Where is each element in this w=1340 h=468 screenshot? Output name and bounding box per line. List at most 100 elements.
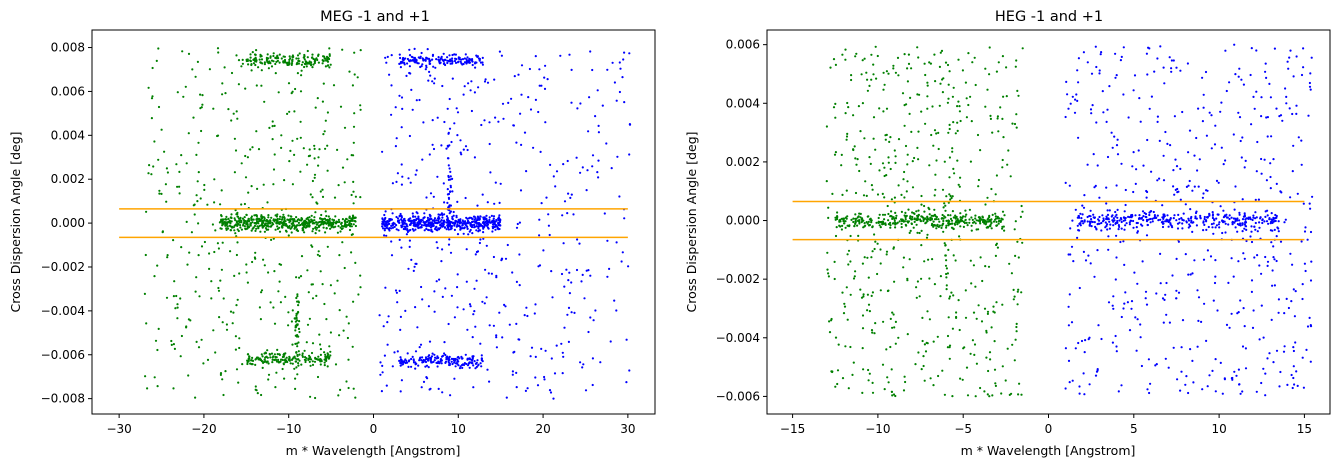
- scatter-point: [1250, 230, 1253, 233]
- scatter-point: [279, 301, 282, 304]
- scatter-point: [1214, 124, 1217, 127]
- scatter-point: [220, 189, 223, 192]
- scatter-point: [841, 224, 844, 227]
- scatter-point: [224, 92, 227, 95]
- scatter-point: [1266, 135, 1269, 138]
- scatter-point: [475, 54, 478, 57]
- scatter-point: [348, 222, 351, 225]
- scatter-point: [328, 53, 331, 56]
- scatter-point: [872, 137, 875, 140]
- scatter-point: [1292, 288, 1295, 291]
- scatter-point: [901, 218, 904, 221]
- scatter-point: [872, 116, 876, 119]
- scatter-point: [1190, 219, 1193, 222]
- scatter-point: [854, 213, 857, 216]
- scatter-point: [315, 294, 318, 297]
- scatter-point: [234, 149, 238, 152]
- scatter-point: [417, 223, 420, 227]
- scatter-point: [456, 200, 459, 203]
- scatter-point: [308, 317, 311, 320]
- scatter-point: [286, 63, 289, 66]
- scatter-point: [359, 286, 362, 289]
- scatter-point: [933, 129, 937, 132]
- scatter-point: [434, 66, 437, 69]
- scatter-point: [854, 222, 857, 225]
- scatter-point: [381, 364, 384, 367]
- scatter-point: [288, 358, 291, 361]
- scatter-point: [1175, 165, 1179, 168]
- scatter-point: [1074, 98, 1077, 101]
- scatter-point: [1162, 154, 1165, 157]
- scatter-point: [463, 57, 466, 60]
- scatter-point: [834, 116, 837, 119]
- scatter-point: [948, 193, 951, 196]
- scatter-point: [260, 84, 263, 87]
- scatter-point: [854, 220, 857, 223]
- scatter-point: [1136, 282, 1139, 285]
- scatter-point: [966, 394, 970, 397]
- scatter-point: [1255, 216, 1258, 219]
- scatter-point: [621, 251, 624, 254]
- scatter-point: [305, 224, 308, 228]
- scatter-point: [153, 275, 156, 278]
- scatter-point: [296, 61, 299, 65]
- scatter-point: [495, 225, 499, 228]
- scatter-point: [951, 95, 955, 98]
- scatter-point: [591, 68, 594, 72]
- scatter-point: [984, 67, 987, 70]
- scatter-point: [425, 64, 428, 67]
- scatter-point: [873, 332, 876, 335]
- scatter-point: [450, 360, 453, 363]
- scatter-point: [986, 196, 989, 199]
- scatter-point: [1264, 394, 1267, 397]
- scatter-point: [1292, 349, 1295, 353]
- scatter-point: [271, 138, 274, 141]
- scatter-point: [1275, 182, 1278, 185]
- scatter-point: [997, 130, 1000, 133]
- scatter-point: [178, 185, 181, 188]
- scatter-point: [431, 219, 434, 222]
- scatter-point: [1090, 112, 1093, 115]
- scatter-point: [317, 164, 320, 167]
- scatter-point: [990, 218, 993, 221]
- scatter-point: [317, 355, 320, 358]
- scatter-point: [914, 363, 917, 366]
- scatter-point: [480, 365, 483, 368]
- scatter-point: [906, 333, 909, 336]
- scatter-point: [1093, 275, 1096, 278]
- scatter-point: [547, 213, 550, 216]
- scatter-point: [871, 331, 874, 334]
- scatter-point: [892, 64, 895, 67]
- scatter-point: [1172, 346, 1175, 349]
- scatter-point: [866, 256, 869, 259]
- scatter-point: [235, 253, 238, 257]
- scatter-point: [295, 216, 298, 219]
- scatter-point: [1271, 284, 1274, 287]
- scatter-point: [826, 251, 829, 254]
- scatter-point: [1250, 47, 1253, 50]
- scatter-point: [407, 177, 410, 180]
- scatter-point: [1098, 222, 1101, 225]
- scatter-point: [399, 66, 402, 69]
- scatter-point: [157, 105, 161, 109]
- scatter-point: [1239, 224, 1242, 227]
- scatter-point: [446, 144, 449, 147]
- scatter-point: [942, 222, 945, 225]
- scatter-point: [511, 373, 514, 376]
- scatter-point: [942, 230, 945, 233]
- scatter-point: [910, 67, 913, 70]
- scatter-point: [391, 226, 395, 229]
- scatter-point: [1164, 220, 1167, 223]
- scatter-point: [226, 225, 229, 228]
- scatter-point: [580, 280, 583, 283]
- scatter-point: [1105, 202, 1108, 205]
- scatter-point: [383, 229, 386, 232]
- scatter-point: [964, 81, 968, 84]
- scatter-point: [417, 218, 420, 221]
- scatter-point: [1145, 220, 1149, 223]
- scatter-point: [1242, 252, 1245, 255]
- scatter-point: [254, 229, 257, 232]
- scatter-point: [1236, 230, 1239, 233]
- scatter-point: [1181, 218, 1184, 221]
- scatter-point: [957, 221, 961, 224]
